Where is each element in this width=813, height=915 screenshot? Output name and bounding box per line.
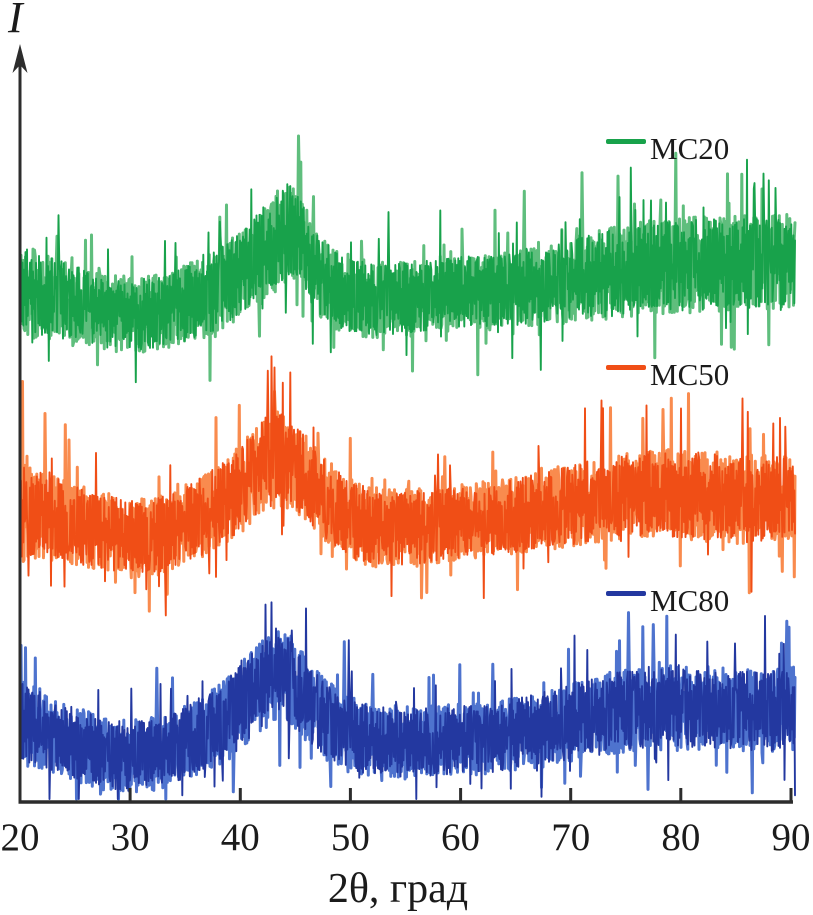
x-tick-label-70: 70 — [551, 816, 591, 859]
legend-item-mc20: MC20 — [606, 133, 729, 164]
legend-line-mc80 — [606, 591, 646, 596]
x-tick-label-90: 90 — [771, 816, 811, 859]
legend-label-mc50: MC50 — [650, 357, 730, 392]
legend-item-mc50: MC50 — [606, 359, 729, 390]
x-axis-label: 2θ, град — [327, 866, 469, 912]
x-tick-label-30: 30 — [110, 816, 150, 859]
legend-line-mc50 — [606, 365, 646, 370]
x-tick-label-20: 20 — [0, 816, 40, 859]
legend-label-mc20: MC20 — [650, 131, 730, 166]
legend-label-mc80: MC80 — [650, 583, 730, 618]
legend-item-mc80: MC80 — [606, 585, 729, 616]
x-tick-label-80: 80 — [661, 816, 701, 859]
y-axis-label: I — [8, 0, 23, 42]
legend-line-mc20 — [606, 139, 646, 144]
x-tick-label-40: 40 — [220, 816, 260, 859]
x-tick-label-60: 60 — [441, 816, 481, 859]
x-tick-label-50: 50 — [330, 816, 370, 859]
